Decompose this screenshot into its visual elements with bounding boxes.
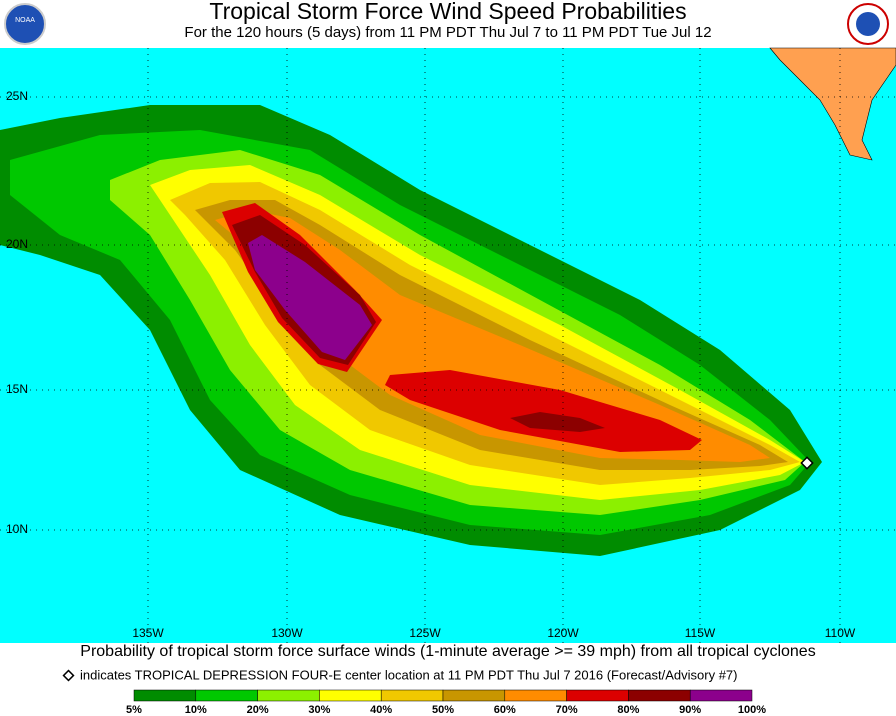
longitude-label: 125W: [409, 626, 441, 640]
legend-swatch: [566, 689, 629, 702]
subtitle: For the 120 hours (5 days) from 11 PM PD…: [184, 24, 711, 41]
legend-label: 40%: [370, 704, 392, 716]
legend-label: 50%: [432, 704, 454, 716]
probability-contours: [0, 105, 822, 556]
latitude-label: 25N: [6, 89, 28, 103]
legend-swatch: [133, 689, 197, 702]
latitude-label: 20N: [6, 237, 28, 251]
storm-center: [800, 456, 814, 470]
legend-label: 5%: [126, 704, 142, 716]
legend-label: 90%: [679, 704, 701, 716]
legend-swatch: [628, 689, 691, 702]
legend-swatch: [380, 689, 444, 702]
svg-text:NOAA: NOAA: [15, 17, 35, 24]
note: indicates TROPICAL DEPRESSION FOUR-E cen…: [80, 667, 737, 682]
caption: Probability of tropical storm force surf…: [80, 643, 815, 660]
legend-swatch: [257, 689, 320, 702]
legend-swatch: [442, 689, 506, 702]
longitude-label: 120W: [547, 626, 579, 640]
longitude-label: 110W: [825, 626, 856, 640]
land: [769, 47, 896, 161]
noaa-logo: NOAA: [4, 3, 46, 45]
legend-swatch: [689, 689, 753, 702]
longitude-label: 115W: [685, 626, 716, 640]
legend-swatch: [319, 689, 382, 702]
legend-label: 100%: [738, 704, 766, 716]
legend-label: 80%: [617, 704, 639, 716]
legend-label: 70%: [556, 704, 578, 716]
legend-label: 30%: [308, 704, 330, 716]
legend-swatch: [504, 689, 567, 702]
longitude-label: 135W: [132, 626, 164, 640]
note-icon: [62, 669, 75, 682]
legend-label: 20%: [247, 704, 269, 716]
legend-label: 60%: [494, 704, 516, 716]
title: Tropical Storm Force Wind Speed Probabil…: [209, 0, 686, 24]
legend-label: 10%: [185, 704, 207, 716]
latitude-label: 15N: [6, 382, 28, 396]
latitude-label: 10N: [6, 522, 28, 536]
longitude-label: 130W: [271, 626, 303, 640]
nws-logo: [847, 3, 889, 45]
legend-swatch: [195, 689, 258, 702]
